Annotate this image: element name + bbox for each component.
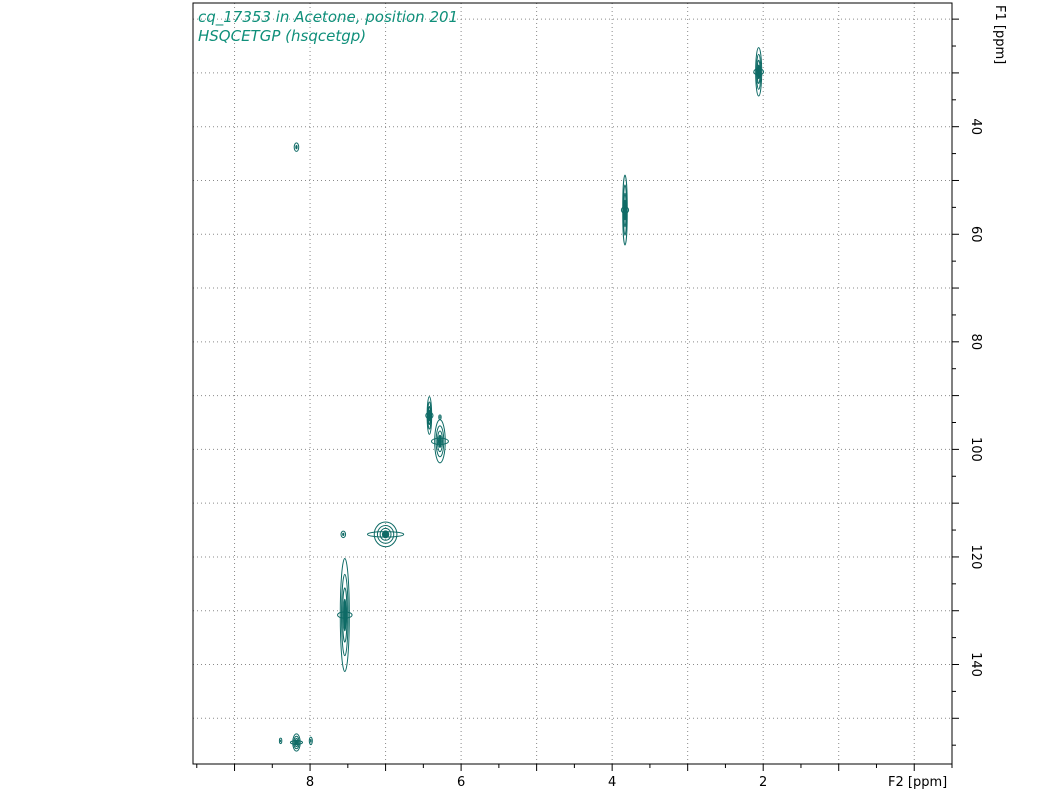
- f1-axis-title: F1 [ppm]: [992, 5, 1007, 64]
- plot-frame: [192, 2, 953, 765]
- contour-level: [289, 740, 304, 745]
- grid-layer: [193, 3, 952, 764]
- tick-layer: 8 6 4 2 40 60 80 100 120 140: [196, 18, 983, 790]
- contour-level: [753, 68, 764, 76]
- contour-level: [428, 409, 431, 422]
- contour-level: [293, 735, 300, 750]
- contour-level: [381, 530, 390, 539]
- y-tick-label: 120: [968, 545, 983, 570]
- cross-peak: [278, 737, 283, 745]
- cross-peak: [293, 142, 300, 152]
- y-tick-label: 140: [968, 652, 983, 677]
- contour-level: [373, 521, 398, 548]
- contour-level: [342, 532, 345, 536]
- contour-level: [280, 739, 282, 743]
- contour-level: [620, 206, 630, 214]
- cross-peak: [366, 521, 405, 548]
- contour-level: [379, 527, 392, 541]
- contour-level: [340, 530, 347, 539]
- peak-layer: [278, 47, 764, 752]
- cross-peak: [337, 558, 353, 672]
- contour-level: [337, 611, 353, 619]
- contour-level: [366, 531, 405, 538]
- y-tick-label: 40: [968, 118, 983, 135]
- f2-axis-title: F2 [ppm]: [888, 775, 947, 790]
- contour-level: [435, 425, 445, 458]
- contour-level: [425, 411, 434, 420]
- cross-peak: [430, 419, 449, 464]
- contour-level: [278, 737, 283, 745]
- cross-peak: [308, 736, 313, 746]
- contour-level: [295, 144, 298, 150]
- x-tick-label: 8: [306, 775, 314, 790]
- pulse-program-caption: HSQCETGP (hsqcetgp): [198, 27, 366, 45]
- contour-level: [756, 59, 761, 84]
- cross-peak: [340, 530, 347, 539]
- cross-peak: [289, 733, 304, 752]
- contour-level: [308, 736, 313, 746]
- contour-level: [430, 437, 449, 446]
- contour-level: [438, 414, 442, 420]
- contour-level: [434, 419, 446, 464]
- contour-level: [342, 587, 348, 643]
- contour-level: [622, 174, 628, 246]
- x-tick-label: 6: [457, 775, 465, 790]
- cross-peak: [753, 47, 764, 97]
- y-tick-label: 80: [968, 334, 983, 351]
- contour-level: [426, 396, 433, 435]
- contour-level: [436, 430, 443, 453]
- contour-level: [757, 64, 761, 80]
- contour-level: [755, 47, 763, 97]
- dataset-caption: cq_17353 in Acetone, position 201: [198, 8, 458, 27]
- contour-level: [294, 737, 299, 748]
- contour-level: [439, 416, 441, 419]
- contour-level: [622, 184, 628, 236]
- x-tick-label: 4: [608, 775, 616, 790]
- contour-level: [376, 524, 395, 544]
- y-tick-label: 100: [968, 437, 983, 462]
- contour-level: [339, 558, 350, 672]
- contour-level: [341, 573, 349, 657]
- cross-peak: [620, 174, 630, 246]
- contour-level: [343, 598, 347, 632]
- x-tick-label: 2: [759, 775, 767, 790]
- contour-level: [293, 142, 300, 152]
- contour-level: [437, 434, 442, 448]
- contour-level: [623, 199, 627, 221]
- contour-level: [310, 738, 312, 743]
- cross-peak: [438, 414, 442, 420]
- contour-level: [294, 739, 299, 746]
- y-tick-label: 60: [968, 226, 983, 243]
- cross-peak: [425, 396, 434, 435]
- contour-level: [755, 53, 762, 90]
- contour-level: [427, 401, 432, 430]
- contour-level: [292, 733, 301, 752]
